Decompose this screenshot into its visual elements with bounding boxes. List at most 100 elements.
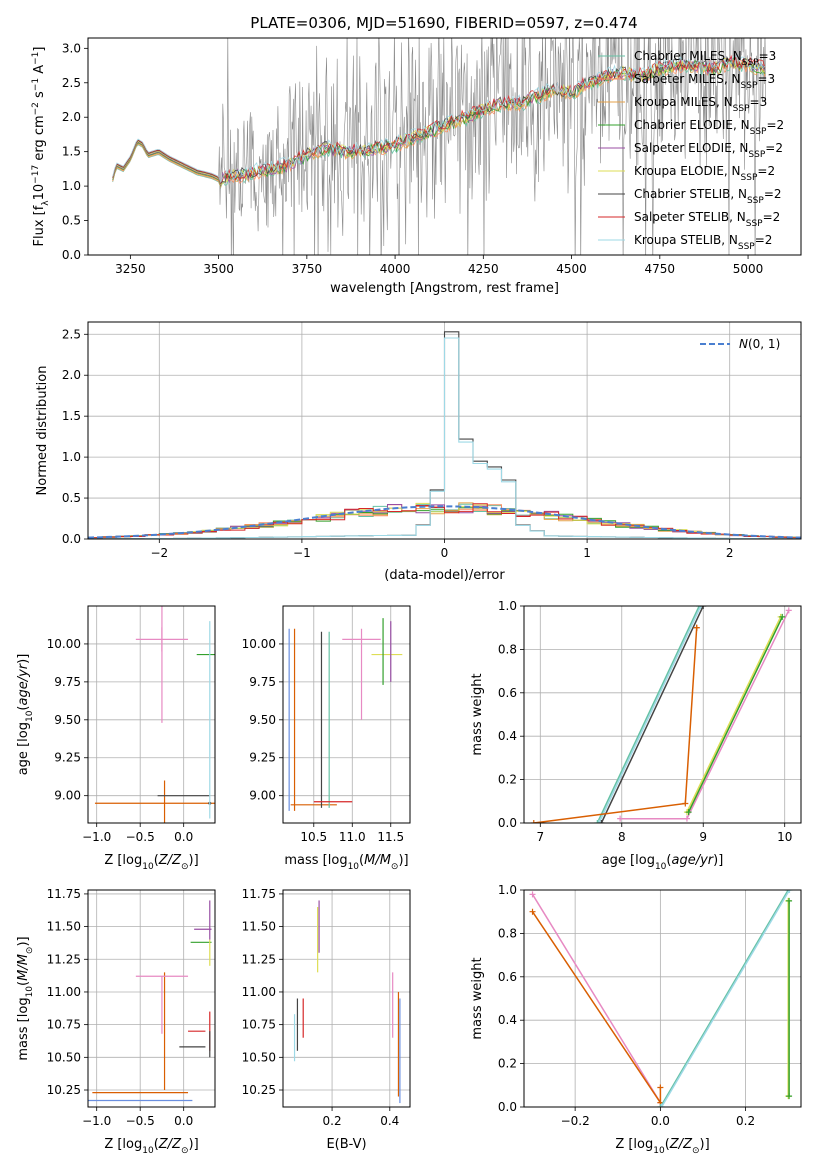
y-axis-label: mass [log10(M/M⊙)] (16, 936, 35, 1060)
plus-marker (617, 815, 624, 822)
x-tick-label: 0.0 (174, 1114, 193, 1128)
plot-area (112, 38, 766, 255)
y-tick-label: 2.5 (62, 327, 81, 341)
plus-marker (529, 908, 536, 915)
x-axis-label: age [log10(age/yr)] (602, 853, 724, 872)
plus-marker (786, 890, 793, 893)
x-tick-label: 0.0 (651, 1114, 670, 1128)
residual-histogram-narrow (88, 337, 801, 539)
y-tick-label: 10.00 (242, 637, 276, 651)
y-tick-label: 0.0 (498, 1100, 517, 1114)
x-axis-label: wavelength [Angstrom, rest frame] (330, 281, 559, 296)
x-tick-label: 11.0 (339, 830, 366, 844)
legend: Chabrier MILES, NSSP=3 Salpeter MILES, NS… (598, 49, 784, 252)
y-tick-label: 1.5 (62, 145, 81, 159)
y-tick-label: 9.25 (54, 751, 81, 765)
y-tick-label: 1.5 (62, 409, 81, 423)
y-tick-label: 0.8 (498, 642, 517, 656)
x-tick-label: 3500 (203, 262, 234, 276)
mass-weight-line (600, 606, 704, 823)
x-tick-label: 3750 (292, 262, 323, 276)
plus-marker (657, 1104, 664, 1107)
x-axis-label: (data-model)/error (384, 568, 505, 583)
x-tick-label: −1.0 (82, 830, 111, 844)
x-tick-label: 4000 (380, 262, 411, 276)
x-tick-label: 1 (583, 546, 591, 560)
panel-1: 3250 3500 3750 4000 4250 4500 4750 5000 0.0 0.5 1.… (31, 37, 802, 296)
x-tick-label: 0 (441, 546, 449, 560)
x-tick-label: −0.5 (126, 1114, 155, 1128)
x-tick-label: −0.2 (561, 1114, 590, 1128)
model-series (112, 54, 766, 184)
y-tick-label: 0.6 (498, 686, 517, 700)
mass-weight-line (531, 893, 662, 1104)
axes-frame (87, 605, 216, 824)
normal-curve (88, 505, 801, 539)
mass-weight-line (659, 890, 789, 1107)
y-tick-label: 10.25 (242, 1083, 276, 1097)
plus-marker (658, 1104, 665, 1107)
y-tick-label: 0.4 (498, 729, 517, 743)
x-tick-label: 7 (536, 830, 544, 844)
x-tick-label: −1 (293, 546, 311, 560)
plus-marker (530, 820, 537, 823)
y-axis-label: Flux [fλ10−17 erg cm−2 s−1 A−1] (31, 47, 51, 247)
y-tick-label: 2.5 (62, 76, 81, 90)
x-tick-label: 0.2 (323, 1114, 342, 1128)
mass-weight-line (620, 609, 790, 820)
plus-marker (786, 897, 793, 904)
y-tick-label: 9.50 (54, 713, 81, 727)
x-tick-label: 4750 (645, 262, 676, 276)
y-tick-label: 10.75 (47, 1018, 81, 1032)
y-tick-label: 11.75 (242, 887, 276, 901)
x-tick-label: −0.5 (126, 830, 155, 844)
panel-5: 7 8 9 10 0.0 0.2 0.4 0.6 0.8 1.0 age [log10(age/yr… (470, 599, 802, 872)
mass-weight-line (686, 616, 782, 813)
plus-marker (682, 800, 689, 807)
x-tick-label: 0.4 (380, 1114, 399, 1128)
plus-marker (598, 820, 605, 823)
mass-weight-line (598, 606, 702, 823)
plus-marker (529, 891, 536, 898)
legend: N(0, 1) (700, 337, 780, 351)
x-tick-label: 4500 (556, 262, 587, 276)
y-tick-label: 10.25 (47, 1083, 81, 1097)
model-series (112, 54, 766, 184)
y-tick-label: 0.5 (62, 214, 81, 228)
plus-marker (700, 606, 707, 609)
plot-area (288, 618, 403, 811)
mass-weight-line (660, 890, 791, 1107)
x-tick-label: −1.0 (82, 1114, 111, 1128)
y-tick-label: 9.00 (249, 789, 276, 803)
y-axis-label: mass weight (470, 957, 485, 1039)
y-tick-label: 11.00 (242, 985, 276, 999)
plus-marker (683, 815, 690, 822)
chart-title: PLATE=0306, MJD=51690, FIBERID=0597, z=0… (250, 14, 637, 32)
y-tick-label: 1.0 (62, 450, 81, 464)
x-tick-label: 9 (699, 830, 707, 844)
plot-area (88, 900, 212, 1102)
x-axis-label: E(B-V) (326, 1137, 366, 1152)
x-tick-label: 3250 (115, 262, 146, 276)
y-tick-label: 0.5 (62, 491, 81, 505)
mass-weight-line (687, 616, 783, 813)
mass-weight-line (596, 606, 700, 823)
y-tick-label: 0.4 (498, 1013, 517, 1027)
axes-frame (523, 889, 802, 1108)
plus-marker (779, 613, 786, 620)
y-tick-label: 3.0 (62, 41, 81, 55)
y-tick-label: 11.50 (242, 920, 276, 934)
legend-entry: Kroupa ELODIE, NSSP=2 (634, 164, 775, 183)
x-tick-label: 5000 (733, 262, 764, 276)
y-axis-label: mass weight (470, 673, 485, 755)
y-tick-label: 11.00 (47, 985, 81, 999)
panel-2: −2 −1 0 1 2 0.0 0.5 1.0 1.5 2.0 2.5 (data-model)/er… (35, 321, 802, 583)
y-tick-label: 11.75 (47, 887, 81, 901)
x-tick-label: 8 (618, 830, 626, 844)
y-tick-label: 1.0 (498, 599, 517, 613)
plus-marker (693, 624, 700, 631)
panel-6: −1.0 −0.5 0.0 10.25 10.50 10.75 11.00 11.25 11.5… (16, 887, 216, 1156)
panel-8: −0.2 0.0 0.2 0.0 0.2 0.4 0.6 0.8 1.0 Z [log10(Z/Z… (470, 883, 802, 1156)
x-tick-label: 4250 (468, 262, 499, 276)
